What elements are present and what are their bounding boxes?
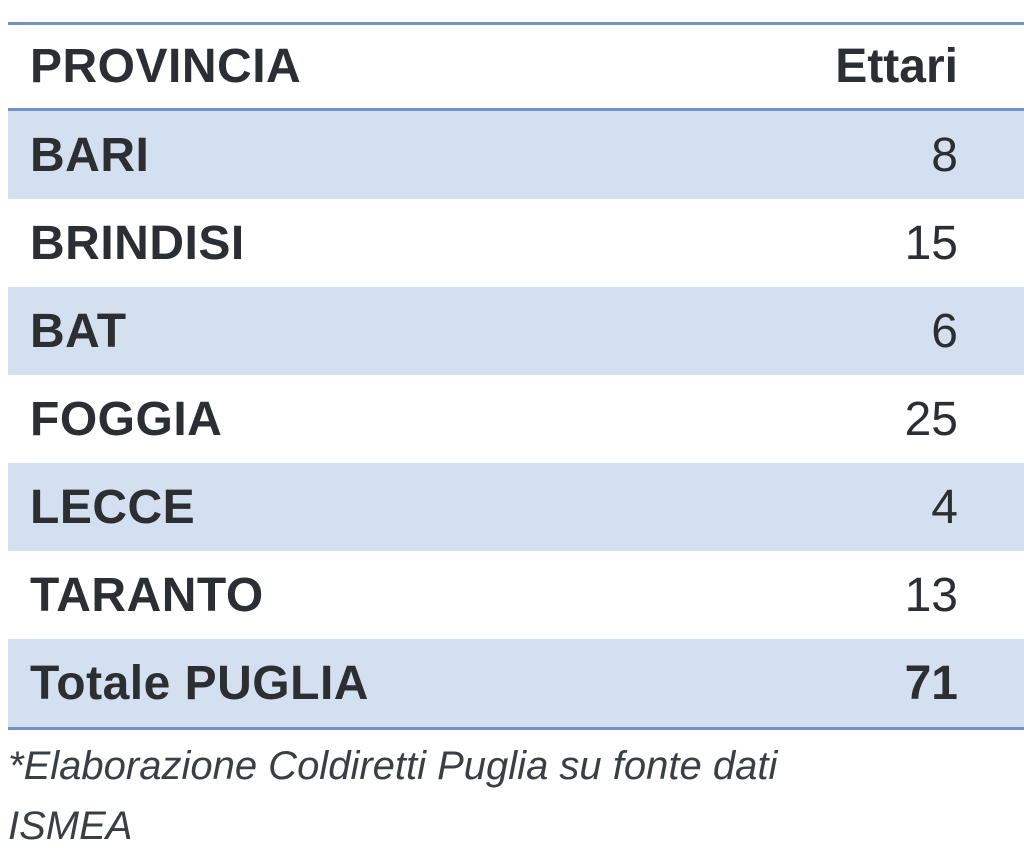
total-label: Totale PUGLIA	[30, 656, 369, 710]
row-province: LECCE	[30, 480, 196, 534]
table-top-rule	[8, 22, 1024, 25]
header-provincia: PROVINCIA	[30, 40, 302, 93]
table-total-row: Totale PUGLIA 71	[8, 639, 1024, 727]
data-table: PROVINCIA Ettari BARI 8 BRINDISI 15 BAT …	[8, 22, 1024, 730]
row-province: BAT	[30, 304, 127, 358]
row-province: BARI	[30, 128, 150, 182]
table-row: BAT 6	[8, 287, 1024, 375]
row-hectares: 25	[904, 392, 958, 446]
table-header-row: PROVINCIA Ettari	[8, 25, 1024, 111]
total-value: 71	[904, 656, 958, 710]
header-ettari: Ettari	[835, 40, 958, 93]
table-row: FOGGIA 25	[8, 375, 1024, 463]
table-row: BRINDISI 15	[8, 199, 1024, 287]
row-hectares: 13	[904, 568, 958, 622]
table-row: TARANTO 13	[8, 551, 1024, 639]
source-footnote: *Elaborazione Coldiretti Puglia su fonte…	[8, 744, 778, 848]
table-row: BARI 8	[8, 111, 1024, 199]
row-province: BRINDISI	[30, 216, 245, 270]
row-province: FOGGIA	[30, 392, 223, 446]
row-province: TARANTO	[30, 568, 264, 622]
row-hectares: 15	[904, 216, 958, 270]
row-hectares: 4	[931, 480, 958, 534]
row-hectares: 8	[931, 128, 958, 182]
table-bottom-rule	[8, 727, 1024, 730]
row-hectares: 6	[931, 304, 958, 358]
table-row: LECCE 4	[8, 463, 1024, 551]
